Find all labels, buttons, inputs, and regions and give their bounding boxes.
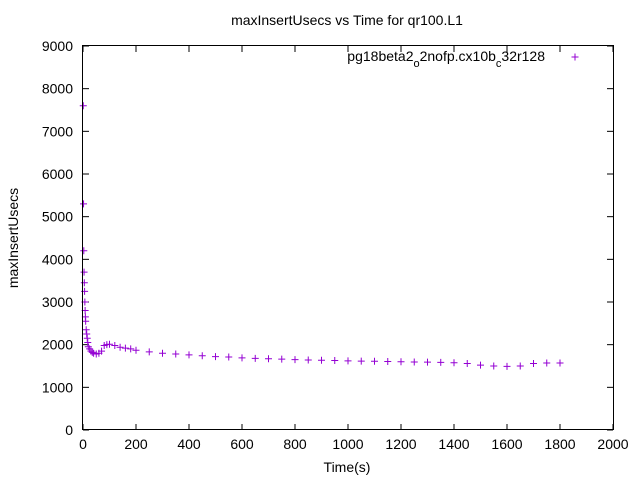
data-point (116, 343, 124, 351)
x-tick-label: 1800 (544, 436, 575, 452)
data-point (145, 348, 153, 356)
data-point (278, 355, 286, 363)
data-point (490, 362, 498, 370)
x-tick-label: 0 (79, 436, 87, 452)
chart-title: maxInsertUsecs vs Time for qr100.L1 (231, 12, 463, 28)
legend-part-3: 2nofp.cx10b (420, 48, 496, 64)
legend-part-2: o (413, 58, 419, 70)
data-point (463, 359, 471, 367)
data-point (516, 362, 524, 370)
series-points (79, 102, 564, 370)
data-point (80, 247, 88, 255)
y-tick-label: 1000 (42, 379, 73, 395)
data-point (106, 340, 113, 348)
x-tick-label: 600 (230, 436, 254, 452)
data-point (450, 359, 458, 367)
data-point (225, 353, 233, 361)
x-tick-label: 400 (177, 436, 201, 452)
data-point (132, 346, 140, 354)
data-point (556, 359, 564, 367)
data-point (238, 354, 246, 362)
x-tick-label: 800 (283, 436, 307, 452)
y-tick-label: 8000 (42, 81, 73, 97)
legend-part-4: c (496, 58, 502, 70)
data-point (198, 352, 206, 360)
data-point (185, 351, 193, 359)
x-axis-label: Time(s) (324, 459, 371, 475)
data-point (384, 358, 392, 366)
legend-part-1: pg18beta2 (347, 48, 413, 64)
data-point (291, 356, 299, 364)
data-point (127, 345, 135, 353)
data-point (88, 348, 96, 356)
data-point (424, 358, 431, 366)
x-tick-label: 1000 (332, 436, 363, 452)
y-tick-label: 4000 (42, 251, 73, 267)
data-point (212, 353, 219, 361)
data-point (83, 330, 91, 338)
data-point (477, 361, 484, 369)
legend-part-5: 32r128 (501, 48, 545, 64)
y-tick-label: 6000 (42, 166, 73, 182)
data-point (543, 359, 551, 367)
y-tick-label: 5000 (42, 209, 73, 225)
data-point (121, 344, 129, 352)
data-point (304, 356, 312, 364)
legend: pg18beta2o2nofp.cx10bc32r128 (347, 48, 579, 70)
data-point (371, 357, 378, 365)
data-point (172, 350, 180, 358)
y-axis-label: maxInsertUsecs (5, 188, 21, 288)
y-tick-label: 0 (65, 422, 73, 438)
data-point (111, 342, 119, 350)
legend-series-label: pg18beta2o2nofp.cx10bc32r128 (347, 48, 545, 70)
data-point (98, 347, 106, 355)
data-point (82, 326, 90, 334)
data-point (83, 334, 91, 342)
legend-marker (571, 53, 579, 61)
data-point (80, 279, 88, 287)
y-tick-label: 9000 (42, 38, 73, 54)
axis-ticks: 0 200 400 600 800 1000 1200 1400 1600 1800 2000 0 10… (42, 38, 629, 452)
data-point (318, 356, 325, 364)
data-point (80, 200, 88, 208)
data-point (84, 339, 92, 347)
x-tick-label: 1200 (385, 436, 416, 452)
data-point (331, 356, 339, 364)
data-point (397, 358, 405, 366)
x-tick-label: 2000 (597, 436, 628, 452)
data-point (82, 317, 90, 325)
y-tick-label: 7000 (42, 123, 73, 139)
x-tick-label: 1400 (438, 436, 469, 452)
y-tick-label: 3000 (42, 294, 73, 310)
data-point (80, 268, 88, 276)
data-point (79, 102, 87, 110)
data-point (410, 358, 418, 366)
data-point (344, 357, 352, 365)
data-point (159, 349, 166, 357)
plot-frame (82, 45, 614, 430)
data-point (251, 354, 259, 362)
data-point (357, 357, 365, 365)
data-point (503, 362, 511, 370)
data-point (437, 358, 445, 366)
y-tick-label: 2000 (42, 337, 73, 353)
x-tick-label: 1600 (491, 436, 522, 452)
legend-marker-glyph (571, 53, 579, 61)
x-tick-label: 200 (124, 436, 148, 452)
data-point (530, 359, 537, 367)
data-point (265, 355, 272, 363)
